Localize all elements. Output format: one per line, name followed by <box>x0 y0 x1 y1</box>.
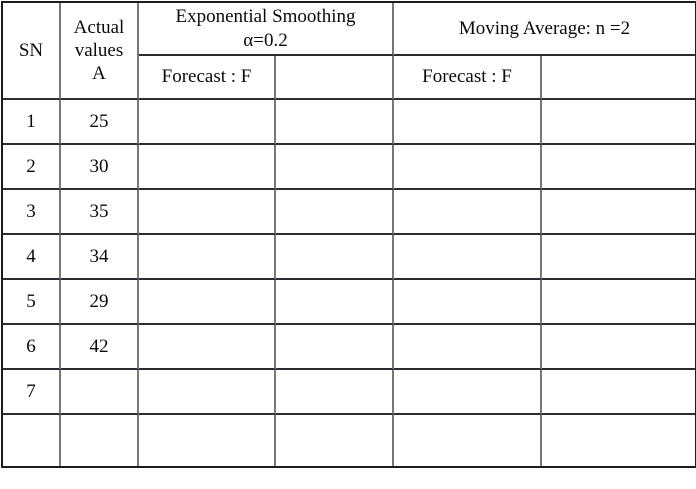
cell-sn: 2 <box>3 145 61 190</box>
exponential-smoothing-alpha: α=0.2 <box>243 29 288 51</box>
cell-ma-extra <box>542 145 695 190</box>
cell-es-forecast <box>139 100 276 145</box>
cell-ma-forecast <box>394 145 542 190</box>
cell-ma-forecast <box>394 325 542 370</box>
cell-sn: 3 <box>3 190 61 235</box>
cell-es-forecast <box>139 415 276 466</box>
cell-es-extra <box>276 190 394 235</box>
header-ma-blank-column <box>542 56 695 100</box>
cell-ma-extra <box>542 280 695 325</box>
cell-es-extra <box>276 235 394 280</box>
cell-es-forecast <box>139 145 276 190</box>
cell-ma-extra <box>542 190 695 235</box>
cell-es-extra <box>276 325 394 370</box>
table-row: 7 <box>3 370 695 415</box>
cell-actual-value <box>61 370 139 415</box>
cell-actual-value <box>61 415 139 466</box>
cell-ma-extra <box>542 370 695 415</box>
header-actual-values-label: Actual values A <box>73 16 125 85</box>
forecast-table: SN Actual values A Exponential Smoothing… <box>1 1 696 468</box>
table-row: 5 29 <box>3 280 695 325</box>
header-actual-values: Actual values A <box>61 3 139 100</box>
exponential-smoothing-title: Exponential Smoothing <box>175 6 356 28</box>
cell-ma-forecast <box>394 190 542 235</box>
header-moving-average: Moving Average: n =2 <box>394 3 695 56</box>
cell-sn: 4 <box>3 235 61 280</box>
table-row: 4 34 <box>3 235 695 280</box>
header-exponential-smoothing: Exponential Smoothing α=0.2 <box>139 3 394 56</box>
table-row <box>3 415 695 466</box>
cell-ma-forecast <box>394 415 542 466</box>
cell-sn <box>3 415 61 466</box>
cell-ma-extra <box>542 235 695 280</box>
cell-es-forecast <box>139 235 276 280</box>
cell-sn: 7 <box>3 370 61 415</box>
cell-sn: 1 <box>3 100 61 145</box>
header-es-forecast: Forecast : F <box>139 56 276 100</box>
moving-average-title: Moving Average: n =2 <box>458 17 631 39</box>
table-row: 1 25 <box>3 100 695 145</box>
cell-ma-forecast <box>394 280 542 325</box>
cell-es-extra <box>276 145 394 190</box>
cell-ma-forecast <box>394 370 542 415</box>
cell-ma-extra <box>542 325 695 370</box>
cell-es-forecast <box>139 190 276 235</box>
cell-actual-value: 35 <box>61 190 139 235</box>
cell-ma-forecast <box>394 235 542 280</box>
cell-actual-value: 42 <box>61 325 139 370</box>
cell-actual-value: 25 <box>61 100 139 145</box>
cell-es-extra <box>276 415 394 466</box>
header-sn: SN <box>3 3 61 100</box>
cell-actual-value: 34 <box>61 235 139 280</box>
table-row: 2 30 <box>3 145 695 190</box>
cell-es-extra <box>276 280 394 325</box>
table-row: 6 42 <box>3 325 695 370</box>
cell-actual-value: 30 <box>61 145 139 190</box>
cell-sn: 6 <box>3 325 61 370</box>
cell-es-forecast <box>139 370 276 415</box>
cell-es-forecast <box>139 325 276 370</box>
cell-ma-extra <box>542 415 695 466</box>
cell-actual-value: 29 <box>61 280 139 325</box>
cell-ma-extra <box>542 100 695 145</box>
cell-es-extra <box>276 370 394 415</box>
table-row: 3 35 <box>3 190 695 235</box>
cell-es-forecast <box>139 280 276 325</box>
cell-sn: 5 <box>3 280 61 325</box>
header-es-blank-column <box>276 56 394 100</box>
cell-ma-forecast <box>394 100 542 145</box>
header-ma-forecast: Forecast : F <box>394 56 542 100</box>
cell-es-extra <box>276 100 394 145</box>
